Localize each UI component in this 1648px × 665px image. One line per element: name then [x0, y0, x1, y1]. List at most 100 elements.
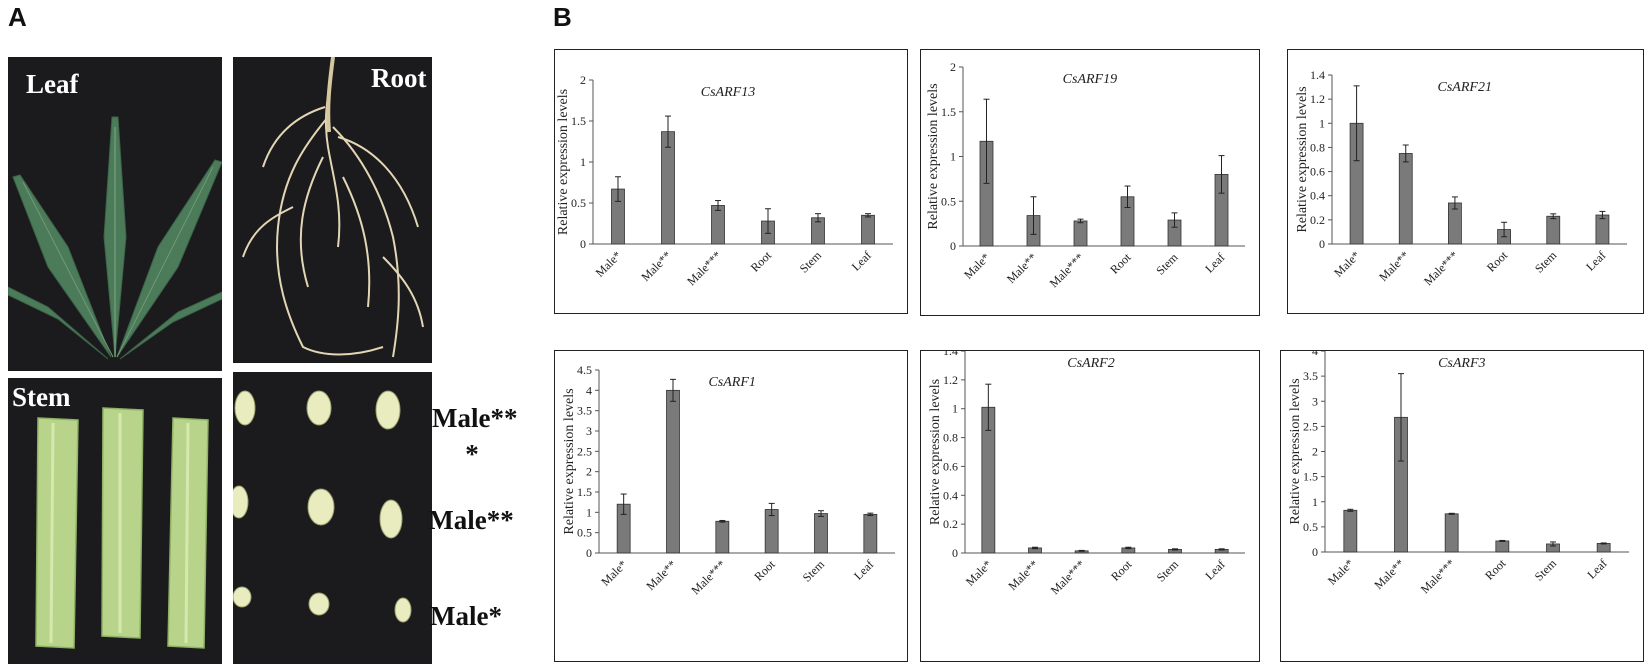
y-tick-label: 0.2 [943, 517, 958, 531]
x-tick-label: Leaf [1202, 250, 1227, 275]
bar-malesss [1073, 220, 1088, 247]
x-tick-label: Root [751, 557, 778, 584]
x-tick-label: Male*** [684, 248, 724, 288]
chart-csarf21: 0 0.2 0.4 0.6 0.8 1 1.2 1.4 Relative expression … [1287, 49, 1644, 314]
y-axis-label: Relative expression levels [926, 83, 941, 229]
x-tick-label: Male* [1331, 248, 1363, 280]
bar-maless [661, 131, 675, 245]
y-tick-label: 4 [586, 383, 592, 397]
leaf-label: Leaf [26, 69, 79, 99]
y-tick-label: 0.5 [571, 196, 586, 210]
y-tick-label: 4 [1312, 351, 1318, 358]
x-tick-label: Male* [598, 557, 630, 589]
male2-label: Male** [428, 505, 514, 535]
x-tick-label: Root [748, 248, 775, 275]
y-tick-label: 3.5 [577, 404, 592, 418]
x-tick-label: Male*** [1418, 556, 1458, 596]
leaf-photo: Leaf [8, 57, 222, 371]
anther-image [233, 390, 412, 623]
chart-csarf19: 0 0.5 1 1.5 2 Relative expression levels CsARF… [920, 49, 1260, 316]
y-tick-label: 2 [580, 73, 586, 87]
x-tick-label: Leaf [1584, 556, 1609, 581]
y-tick-label: 3 [586, 424, 592, 438]
chart-csarf13-svg: 0 0.5 1 1.5 2 Relative expression levels CsARF… [556, 73, 893, 288]
chart-title: CsARF1 [708, 375, 755, 390]
x-tick-label: Male* [1325, 556, 1357, 588]
chart-title: CsARF13 [701, 85, 755, 100]
bar-malesss [711, 205, 725, 245]
x-tick-label: Stem [1532, 248, 1560, 276]
y-axis-label: Relative expression levels [562, 388, 577, 534]
leaf-image [8, 116, 222, 360]
x-tick-label: Male** [643, 557, 679, 593]
y-tick-label: 1.5 [941, 105, 956, 119]
y-tick-label: 0 [950, 239, 956, 253]
x-tick-label: Male*** [1047, 250, 1087, 290]
x-tick-label: Male*** [688, 557, 728, 597]
chart-csarf3-svg: 0 0.5 1 1.5 2 2.5 3 3.5 4 Relative expression lev… [1288, 344, 1629, 596]
y-tick-label: 1 [586, 505, 592, 519]
bar-maless [1398, 153, 1413, 245]
y-tick-label: 1.5 [1303, 470, 1318, 484]
chart-csarf1: 0 0.5 1 1.5 2 2.5 3 3.5 4 4.5 Relative expression … [554, 350, 908, 662]
panel-a-label: A [8, 2, 27, 32]
x-tick-label: Male** [1371, 556, 1407, 592]
male3-label-line2: * [465, 439, 479, 469]
x-tick-label: Stem [800, 557, 828, 585]
bar-malesss [715, 520, 730, 554]
chart-title: CsARF2 [1067, 356, 1114, 371]
x-tick-label: Root [1107, 250, 1134, 277]
anther-photo [233, 372, 432, 664]
x-tick-label: Root [1484, 248, 1511, 275]
y-tick-label: 3.5 [1303, 369, 1318, 383]
chart-csarf2-svg: 0 0.2 0.4 0.6 0.8 1 1.2 1.4 Relative expression … [928, 344, 1245, 597]
chart-csarf19-svg: 0 0.5 1 1.5 2 Relative expression levels CsARF… [926, 60, 1245, 290]
y-tick-label: 4.5 [577, 363, 592, 377]
root-image [242, 57, 424, 358]
y-tick-label: 0.4 [943, 488, 958, 502]
y-tick-label: 1.4 [1310, 68, 1325, 82]
panel-b-label: B [553, 2, 572, 32]
bar-maless [666, 389, 680, 554]
bar-root [1495, 540, 1510, 553]
x-tick-label: Male* [961, 250, 993, 282]
x-tick-label: Stem [1532, 556, 1560, 584]
y-tick-label: 1.2 [943, 373, 958, 387]
male1-label: Male* [430, 601, 502, 631]
y-tick-label: 1 [580, 155, 586, 169]
x-tick-label: Leaf [851, 557, 876, 582]
y-tick-label: 0 [580, 237, 586, 251]
male3-label-line1: Male** [432, 403, 518, 433]
chart-title: CsARF3 [1438, 356, 1485, 371]
x-tick-label: Male*** [1048, 557, 1088, 597]
x-tick-label: Root [1108, 557, 1135, 584]
stem-label: Stem [12, 382, 71, 412]
y-tick-label: 1 [952, 402, 958, 416]
x-tick-label: Stem [797, 248, 825, 276]
x-tick-label: Male* [593, 248, 625, 280]
y-tick-label: 0.5 [941, 194, 956, 208]
chart-title: CsARF19 [1063, 72, 1117, 87]
y-tick-label: 0.8 [1310, 140, 1325, 154]
bar-males [1343, 509, 1358, 553]
x-tick-label: Male** [638, 248, 674, 284]
y-axis-label: Relative expression levels [928, 379, 943, 525]
x-tick-label: Root [1482, 556, 1509, 583]
root-label: Root [371, 63, 427, 93]
chart-csarf13: 0 0.5 1 1.5 2 Relative expression levels CsARF… [554, 49, 908, 314]
y-tick-label: 1.5 [571, 114, 586, 128]
y-tick-label: 0.5 [577, 526, 592, 540]
y-tick-label: 0.8 [943, 431, 958, 445]
x-tick-label: Stem [1153, 250, 1181, 278]
y-tick-label: 0.6 [943, 459, 958, 473]
x-tick-label: Male** [1004, 250, 1040, 286]
bar-leaf [1595, 214, 1610, 245]
y-tick-label: 0.6 [1310, 165, 1325, 179]
x-tick-label: Male* [963, 557, 995, 589]
y-tick-label: 0 [586, 546, 592, 560]
bar-stem [1546, 215, 1561, 245]
y-tick-label: 2 [1312, 445, 1318, 459]
y-tick-label: 2.5 [1303, 419, 1318, 433]
